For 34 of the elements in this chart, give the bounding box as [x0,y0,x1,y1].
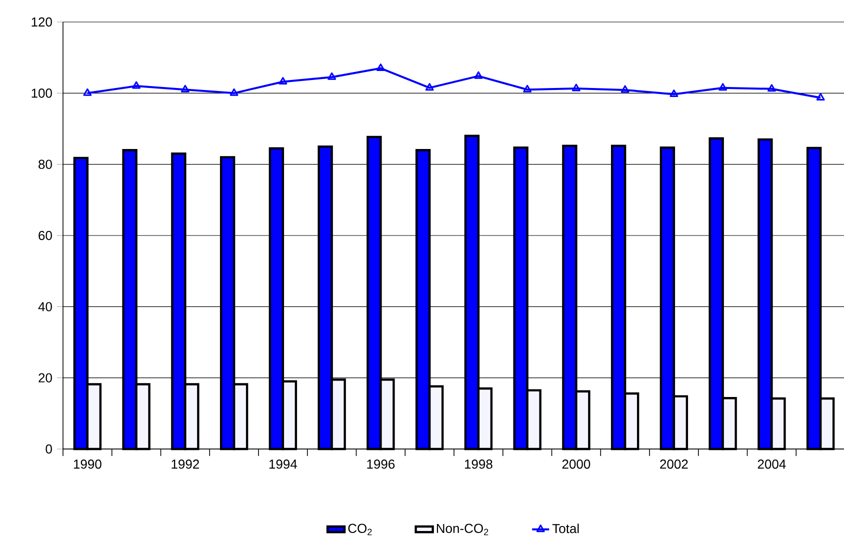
point [425,83,434,91]
y-tick-label: 100 [32,88,52,98]
point [180,84,190,92]
x-tick-label: 1994 [269,460,298,469]
y-tick-label: 80 [38,160,52,169]
point [572,84,580,92]
y-tick-label: 0 [46,444,52,454]
point [474,71,483,79]
point [767,84,776,92]
x-tick-label: 1990 [74,460,102,469]
x-tick-label: 2000 [562,460,590,469]
x-tick-label: 2002 [660,460,688,469]
point [132,81,141,89]
point [523,84,532,92]
point [718,83,728,91]
point [620,85,630,93]
legend-label: Total [552,524,579,534]
point [328,72,336,80]
point [83,88,92,96]
x-tick-label: 1998 [464,460,492,469]
point [230,88,238,96]
legend-label: CO$_{2}$ [348,524,372,536]
point [278,77,288,85]
point [670,89,678,97]
legend-label: Non-CO$_{2}$ [436,524,488,536]
x-tick-label: 1996 [367,460,395,469]
y-tick-label: 60 [38,230,52,240]
y-tick-label: 120 [32,17,52,27]
y-tick-label: 20 [38,373,52,382]
point [816,93,825,101]
y-tick-label: 40 [38,302,52,312]
x-tick-label: 2004 [758,460,786,469]
point [376,64,385,72]
x-tick-label: 1992 [172,460,199,469]
